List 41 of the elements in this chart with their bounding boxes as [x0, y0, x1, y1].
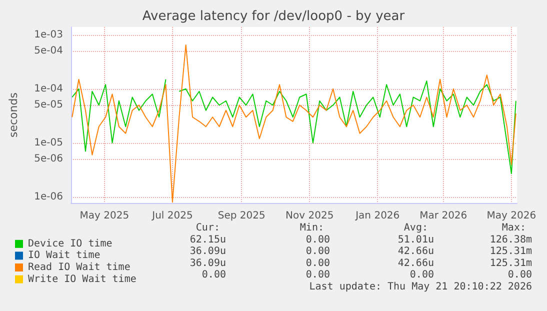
text: 125.31m [490, 246, 532, 258]
text: 126.38m [490, 234, 532, 246]
x-tick-label: Nov 2025 [286, 210, 334, 222]
text: Min: [300, 222, 324, 234]
text: 0.00 [202, 270, 226, 281]
text: 51.01u [398, 234, 434, 246]
chart-title: Average latency for /dev/loop0 - by year [142, 9, 406, 24]
legend-label: IO Wait time [28, 250, 100, 262]
text: 42.66u [398, 246, 434, 258]
text: 0.00 [508, 270, 532, 281]
text: 62.15u [190, 234, 226, 246]
text: Avg: [404, 222, 428, 234]
text: 0.00 [306, 246, 330, 258]
text: 0.00 [306, 270, 330, 281]
x-tick-label: Jul 2025 [151, 210, 193, 222]
x-tick-label: May 2026 [486, 210, 536, 222]
text: Cur: [196, 222, 220, 234]
y-tick-label: 1e-05 [34, 137, 63, 148]
text: 0.00 [306, 234, 330, 246]
x-tick-label: Sep 2025 [218, 210, 266, 222]
text: 0.00 [410, 270, 434, 281]
y-tick-label: 1e-03 [34, 29, 63, 40]
y-tick-label: 5e-06 [34, 154, 63, 165]
text: 36.09u [190, 246, 226, 258]
text: 42.66u [398, 258, 434, 269]
text: 125.31m [490, 258, 532, 269]
y-tick-label: 5e-05 [34, 100, 63, 111]
text: 36.09u [190, 258, 226, 269]
text: Max: [502, 222, 526, 234]
y-tick-label: 5e-04 [34, 46, 63, 57]
x-tick-label: May 2025 [80, 210, 130, 222]
y-tick-label: 1e-04 [34, 83, 63, 94]
y-tick-label: 1e-06 [34, 191, 63, 202]
text: Last update: Thu May 21 20:10:22 2026 [309, 282, 532, 292]
legend-label: Write IO Wait time [28, 274, 136, 285]
legend-label: Device IO time [28, 238, 112, 250]
x-tick-label: Jan 2026 [354, 210, 400, 222]
legend-label: Read IO Wait time [28, 262, 130, 273]
y-axis-title: seconds [7, 92, 20, 138]
x-tick-label: Mar 2026 [420, 210, 468, 222]
text: 0.00 [306, 258, 330, 269]
